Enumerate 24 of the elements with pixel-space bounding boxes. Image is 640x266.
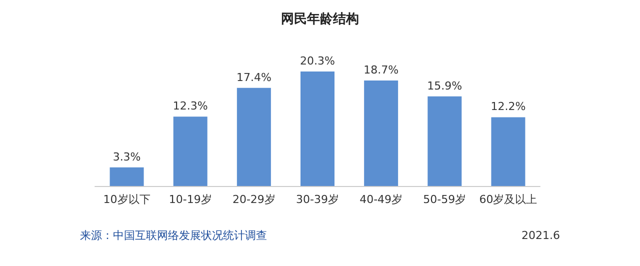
x-tick-label: 30-39岁: [296, 193, 339, 206]
data-label: 20.3%: [300, 54, 335, 68]
bar: [173, 116, 208, 186]
data-label: 17.4%: [236, 70, 272, 84]
bar: [110, 167, 144, 186]
source-note: 来源：中国互联网络发展状况统计调查: [80, 229, 267, 242]
data-label: 15.9%: [427, 79, 462, 92]
x-tick-label: 10-19岁: [168, 193, 212, 206]
bar: [364, 80, 398, 186]
x-tick-label: 10岁以下: [103, 193, 150, 206]
bar: [300, 72, 334, 186]
bar: [236, 88, 271, 186]
data-label: 3.3%: [112, 150, 141, 164]
chart-title: 网民年龄结构: [281, 12, 359, 27]
data-label: 12.3%: [172, 100, 208, 113]
data-label: 12.2%: [490, 100, 526, 114]
bar: [491, 117, 526, 186]
data-label: 18.7%: [364, 64, 399, 77]
x-tick-label: 40-49岁: [360, 193, 403, 206]
text: 2021.6: [522, 229, 560, 242]
x-tick-label: 50-59岁: [423, 193, 466, 206]
x-tick-label: 60岁及以上: [479, 193, 538, 206]
bar: [428, 96, 462, 186]
x-tick-label: 20-29岁: [232, 193, 276, 206]
